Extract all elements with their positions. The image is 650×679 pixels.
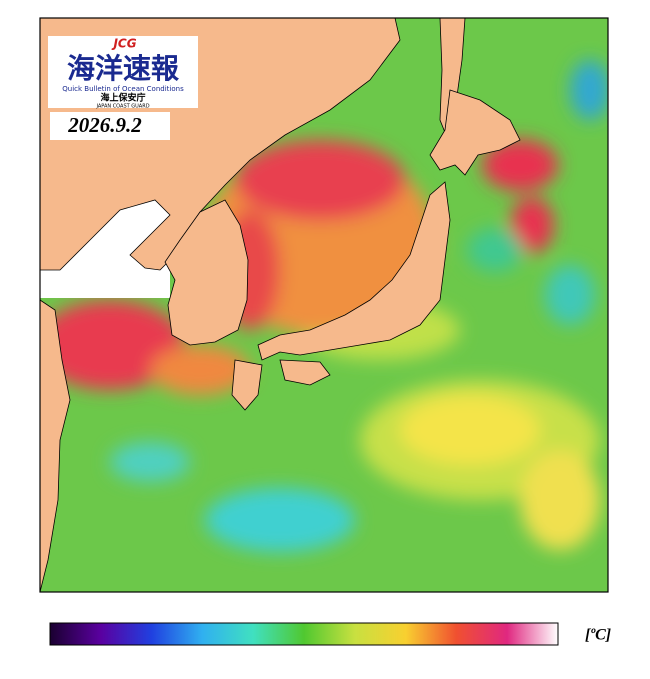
colorbar [49,622,559,646]
map-field [40,18,608,592]
logo-subtitle: Quick Bulletin of Ocean Conditions [62,85,184,93]
logo-agency: 海上保安庁 [100,92,145,104]
colorbar-unit: [ºC] [585,627,611,644]
date-box [50,112,170,140]
logo-title: 海洋速報 [67,52,180,85]
logo-agency-en: JAPAN COAST GUARD [95,104,149,110]
map-frame [39,17,609,593]
logo-badge: JCG [111,37,136,51]
logo-box [48,36,198,108]
date: 2026.9.2 [67,113,142,137]
logo: JCG 海洋速報 Quick Bulletin of Ocean Conditi… [48,36,198,110]
